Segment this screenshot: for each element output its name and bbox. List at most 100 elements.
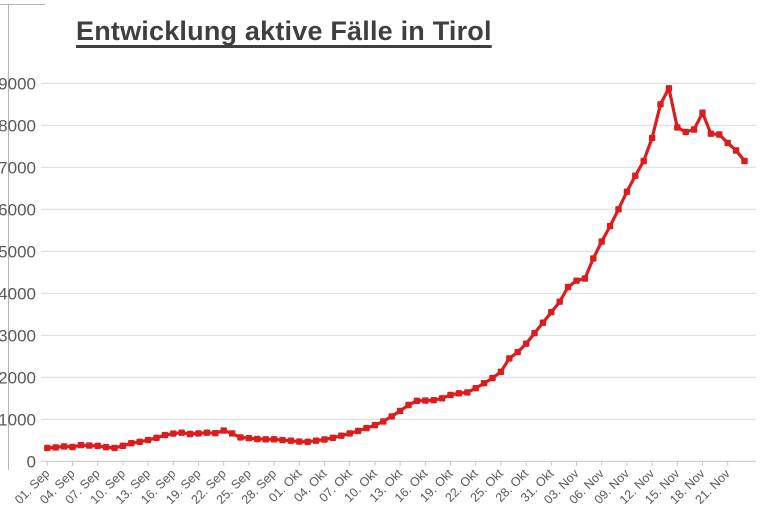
y-tick-label: 1000 — [0, 410, 36, 429]
data-point — [237, 434, 244, 441]
data-point — [312, 437, 320, 444]
data-point — [279, 436, 286, 444]
data-point — [640, 157, 647, 165]
data-point — [86, 442, 93, 449]
data-point — [539, 319, 547, 326]
data-point — [556, 298, 563, 305]
data-point — [506, 355, 513, 362]
chart-title: Entwicklung aktive Fälle in Tirol — [76, 16, 492, 46]
data-point — [707, 130, 715, 137]
data-point — [245, 435, 253, 442]
data-point — [186, 430, 194, 438]
data-series-line — [45, 86, 747, 450]
data-point — [144, 436, 152, 444]
data-point — [581, 275, 589, 282]
data-point — [606, 222, 614, 230]
data-point — [422, 397, 429, 404]
data-point — [564, 283, 572, 291]
data-point — [94, 442, 101, 449]
data-point — [665, 85, 673, 92]
data-point — [363, 424, 370, 432]
data-point — [623, 188, 631, 195]
y-tick-label: 3000 — [0, 326, 36, 345]
data-point — [480, 380, 488, 387]
data-point — [287, 437, 295, 444]
data-point — [430, 397, 437, 404]
data-point — [170, 430, 177, 437]
data-point — [447, 391, 454, 399]
y-tick-label: 5000 — [0, 242, 36, 261]
data-point — [489, 374, 496, 382]
data-point — [111, 444, 118, 452]
data-point — [514, 348, 521, 356]
data-point — [228, 430, 236, 437]
data-point — [136, 438, 143, 445]
data-point — [161, 431, 169, 439]
data-point — [44, 444, 51, 452]
data-point — [304, 438, 311, 445]
data-point — [371, 422, 379, 429]
data-point — [615, 206, 622, 213]
data-point — [648, 134, 656, 142]
data-point — [119, 442, 127, 449]
data-point — [153, 434, 160, 441]
data-point — [522, 340, 530, 347]
data-point — [220, 427, 227, 434]
data-point — [178, 429, 185, 436]
y-tick-label: 6000 — [0, 200, 36, 219]
data-point — [102, 444, 110, 451]
y-tick-label: 9000 — [0, 74, 36, 93]
data-point — [321, 436, 328, 443]
data-point — [128, 440, 135, 447]
data-point — [396, 407, 404, 415]
data-point — [455, 390, 463, 397]
y-tick-label: 8000 — [0, 116, 36, 135]
data-point — [699, 109, 706, 116]
y-tick-label: 7000 — [0, 158, 36, 177]
data-point — [438, 395, 446, 402]
data-point — [690, 126, 698, 133]
y-gridlines — [41, 82, 756, 462]
data-point — [716, 131, 723, 138]
data-point — [203, 429, 211, 436]
data-point — [472, 385, 479, 392]
data-point — [413, 397, 421, 404]
data-point — [632, 172, 639, 179]
data-point — [254, 435, 261, 443]
y-tick-label: 4000 — [0, 284, 36, 303]
data-point — [338, 432, 345, 439]
data-point — [531, 330, 538, 337]
data-point — [497, 368, 505, 375]
data-point — [657, 101, 664, 108]
data-point — [674, 124, 681, 131]
data-point — [354, 427, 362, 435]
data-point — [682, 128, 689, 136]
data-point — [60, 443, 68, 450]
data-point — [741, 157, 748, 165]
data-point — [346, 430, 353, 437]
data-point — [380, 418, 387, 425]
data-point — [590, 255, 597, 262]
y-axis-labels: 0 1000 2000 3000 4000 5000 6000 7000 8000 9000 — [0, 74, 36, 471]
data-point — [69, 443, 76, 451]
data-point — [598, 238, 605, 245]
data-point — [296, 438, 303, 445]
data-point — [732, 147, 740, 154]
data-point — [573, 277, 580, 284]
x-axis-ticks — [46, 461, 729, 466]
data-point — [262, 436, 269, 443]
data-point — [329, 434, 337, 441]
data-point — [405, 401, 412, 409]
data-point — [270, 436, 278, 443]
data-point — [388, 413, 395, 420]
data-point — [212, 430, 219, 437]
data-point-markers — [44, 85, 748, 452]
data-point — [464, 389, 471, 396]
data-point — [195, 430, 202, 437]
data-point — [548, 309, 555, 316]
data-point — [52, 444, 59, 451]
data-point — [77, 441, 85, 449]
